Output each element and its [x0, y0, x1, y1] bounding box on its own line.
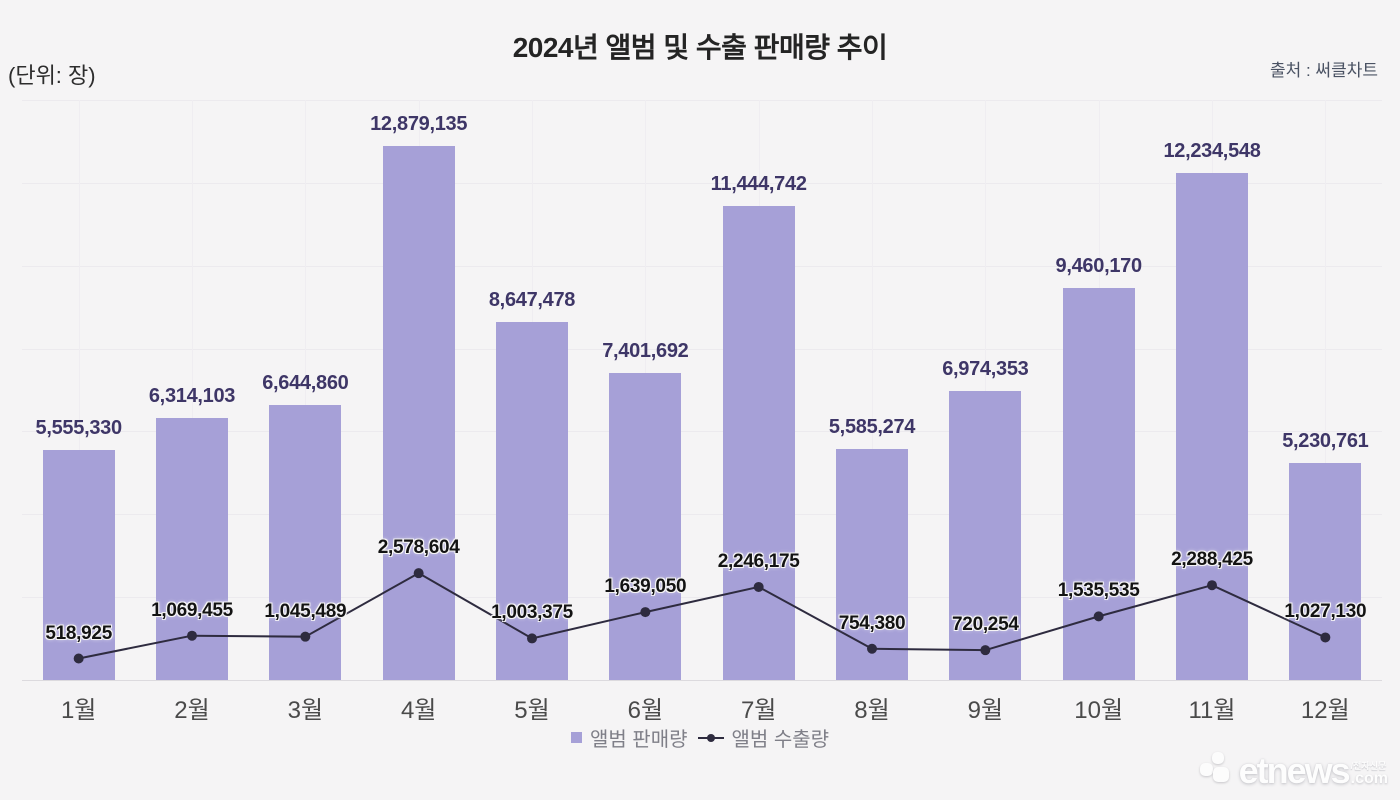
bar-6월: [609, 373, 682, 680]
bar-value-label: 6,314,103: [148, 385, 236, 408]
h-gridline: [22, 265, 1382, 267]
x-axis-label-5월: 5월: [514, 697, 550, 724]
legend-label-album-sales: 앨범 판매량: [589, 729, 688, 751]
legend-item-album-sales: 앨범 판매량: [570, 723, 688, 752]
bar-value-label: 6,644,860: [262, 371, 349, 394]
line-point-5월: [527, 633, 537, 644]
etnews-logo-korean: /전자신문: [1350, 760, 1387, 771]
x-axis-label-1월: 1월: [60, 697, 97, 724]
bar-5월: [496, 321, 568, 680]
etnews-logo-com: .com: [1350, 769, 1388, 787]
x-axis-label-3월: 3월: [287, 697, 324, 724]
bar-value-label: 9,460,170: [1055, 255, 1143, 278]
line-point-12월: [1320, 632, 1331, 643]
line-value-label: 1,045,489: [264, 600, 347, 622]
v-gridline: [985, 100, 987, 680]
line-series-marker-icon: [697, 733, 724, 742]
h-gridline: [22, 514, 1382, 516]
bar-1월: [42, 449, 115, 680]
source-label: 출처 : 써클차트: [1269, 61, 1378, 80]
bar-12월: [1289, 463, 1362, 680]
line-value-label: 1,003,375: [491, 602, 573, 624]
x-axis-label-2월: 2월: [174, 697, 210, 724]
line-point-4월: [413, 568, 424, 579]
line-point-8월: [867, 643, 877, 654]
line-value-label: 1,069,455: [151, 599, 233, 621]
line-point-1월: [73, 653, 84, 664]
unit-label: (단위: 장): [8, 63, 96, 88]
line-value-label: 2,578,604: [377, 537, 460, 559]
h-gridline: [22, 182, 1382, 184]
bar-value-label: 7,401,692: [602, 340, 689, 363]
x-axis-label-10월: 10월: [1074, 697, 1124, 724]
export-line: [78, 572, 1326, 660]
bar-9월: [949, 391, 1022, 680]
h-gridline: [22, 597, 1382, 599]
legend-item-album-exports: 앨범 수출량: [697, 723, 830, 752]
bar-value-label: 8,647,478: [488, 288, 576, 311]
line-value-label: 1,639,050: [604, 576, 687, 598]
bar-series-swatch-icon: [570, 732, 582, 743]
x-axis-line: [22, 680, 1382, 681]
bar-value-label: 12,234,548: [1163, 140, 1261, 163]
etnews-logo-suffix: /전자신문 .com: [1350, 759, 1388, 787]
line-point-11월: [1207, 580, 1217, 591]
v-gridline: [872, 100, 873, 680]
v-gridline: [192, 100, 193, 680]
h-gridline: [22, 348, 1382, 350]
h-gridline: [22, 100, 1382, 101]
line-value-label: 754,380: [838, 612, 906, 634]
bar-value-label: 6,974,353: [942, 358, 1029, 381]
line-point-7월: [753, 581, 764, 592]
x-axis-label-4월: 4월: [400, 697, 437, 724]
line-point-10월: [1093, 611, 1104, 622]
x-axis-label-11월: 11월: [1188, 697, 1236, 724]
line-point-3월: [300, 631, 311, 642]
line-value-label: 518,925: [45, 622, 112, 644]
line-series-dot-icon: [706, 733, 715, 742]
x-axis-label-8월: 8월: [854, 697, 890, 724]
line-value-label: 720,254: [952, 614, 1019, 636]
v-gridline: [305, 100, 307, 680]
bar-value-label: 12,879,135: [370, 113, 468, 136]
bar-value-label: 11,444,742: [710, 172, 807, 195]
x-axis-label-7월: 7월: [740, 697, 777, 724]
x-axis-label-6월: 6월: [627, 697, 664, 724]
x-axis-label-9월: 9월: [967, 697, 1004, 724]
line-point-6월: [640, 607, 651, 618]
bar-value-label: 5,555,330: [35, 416, 123, 439]
line-value-label: 1,027,130: [1284, 601, 1367, 623]
chart-legend: 앨범 판매량 앨범 수출량: [0, 723, 1400, 752]
bar-8월: [836, 448, 908, 680]
line-value-label: 2,288,425: [1171, 549, 1253, 571]
bar-value-label: 5,585,274: [828, 415, 916, 438]
line-value-label: 2,246,175: [717, 550, 800, 572]
line-value-label: 1,535,535: [1057, 580, 1140, 602]
line-point-2월: [187, 630, 197, 641]
x-axis-label-12월: 12월: [1300, 697, 1350, 724]
page-title: 2024년 앨범 및 수출 판매량 추이: [512, 32, 888, 63]
etnews-logo-icon: [1199, 750, 1236, 786]
etnews-watermark: etnews /전자신문 .com: [1199, 750, 1388, 792]
bar-4월: [382, 146, 455, 680]
line-point-9월: [980, 645, 991, 656]
h-gridline: [22, 431, 1382, 433]
export-line-chart: [73, 568, 1331, 664]
v-gridline: [78, 100, 80, 680]
bar-value-label: 5,230,761: [1282, 430, 1369, 453]
chart-area: 5,555,330 6,314,103 6,644,860 12,879,135 8,6…: [22, 100, 1382, 750]
legend-label-album-exports: 앨범 수출량: [731, 729, 830, 751]
v-gridline: [1325, 100, 1327, 680]
etnews-logo-text: etnews: [1238, 750, 1351, 792]
